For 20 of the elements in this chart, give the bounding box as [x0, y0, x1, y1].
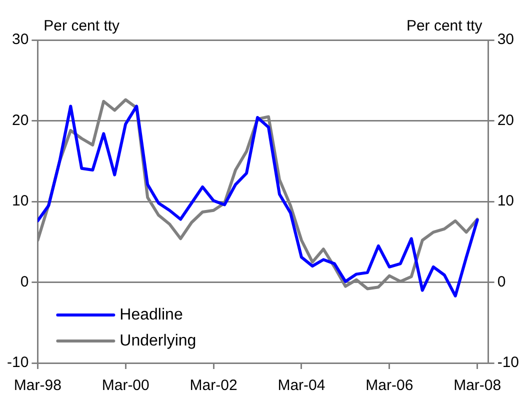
x-tick-label: Mar-06 [366, 377, 414, 394]
y2-tick-label: 0 [497, 273, 506, 290]
y-axis-title: Per cent tty [44, 18, 120, 35]
y-tick-label: -10 [6, 354, 29, 372]
x-tick-label: Mar-98 [14, 377, 62, 394]
y2-tick-label: 10 [497, 192, 514, 210]
y-tick-label: 10 [12, 192, 29, 210]
y2-axis-title: Per cent tty [406, 18, 483, 35]
y2-tick-label: -10 [497, 354, 520, 372]
x-tick-label: Mar-00 [102, 377, 150, 394]
y-tick-label: 20 [12, 112, 29, 129]
y-tick-label: 0 [20, 273, 29, 290]
legend-label: Underlying [120, 332, 196, 350]
x-tick-label: Mar-02 [190, 377, 238, 394]
y2-tick-label: 30 [497, 31, 514, 48]
legend-label: Headline [120, 306, 183, 324]
y-tick-label: 30 [12, 31, 29, 48]
y2-tick-label: 20 [497, 112, 514, 129]
x-tick-label: Mar-04 [278, 377, 326, 394]
x-tick-label: Mar-08 [454, 377, 502, 394]
